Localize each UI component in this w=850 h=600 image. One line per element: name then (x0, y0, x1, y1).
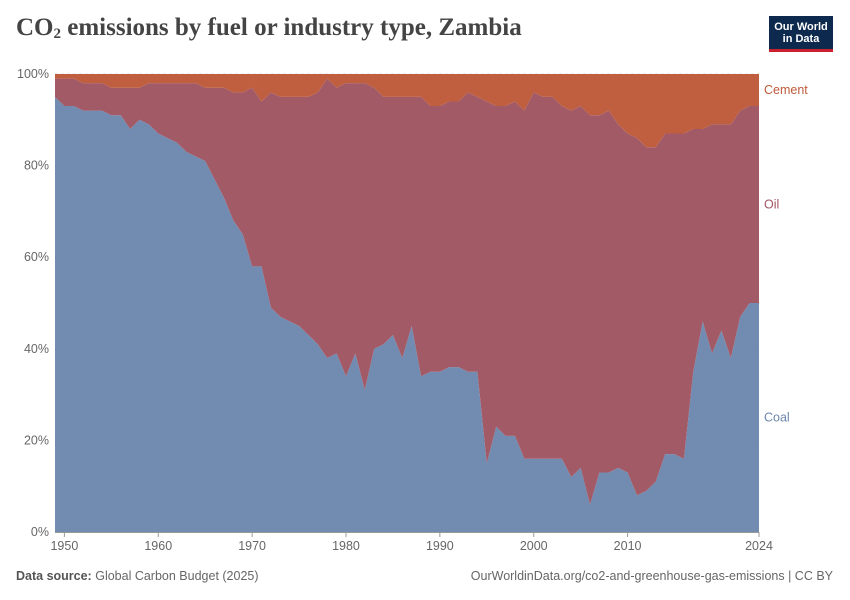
source-url-link[interactable]: OurWorldinData.org/co2-and-greenhouse-ga… (470, 569, 785, 583)
y-tick-label: 0% (31, 525, 49, 539)
area-series-cement[interactable] (55, 74, 759, 148)
source-value: Global Carbon Budget (2025) (95, 569, 259, 583)
license: CC BY (794, 569, 833, 583)
y-tick-label: 80% (24, 159, 49, 173)
logo-line-1: Our World (774, 21, 828, 33)
x-tick-label: 1970 (238, 539, 266, 553)
y-tick-label: 60% (24, 250, 49, 264)
legend-label-coal: Coal (764, 411, 790, 425)
x-tick-label: 1960 (144, 539, 172, 553)
owid-logo[interactable]: Our World in Data (769, 16, 833, 52)
logo-line-2: in Data (782, 33, 820, 45)
title-subscript-2: 2 (53, 26, 62, 42)
title-co: CO (16, 14, 54, 41)
source-label: Data source: (16, 569, 92, 583)
legend-label-oil: Oil (764, 198, 779, 212)
area-series-oil[interactable] (55, 78, 759, 505)
chart-title: CO2 emissions by fuel or industry type, … (16, 14, 522, 43)
y-tick-label: 40% (24, 342, 49, 356)
title-rest: emissions by fuel or industry type, Zamb… (61, 14, 522, 41)
x-tick-label: 2010 (614, 539, 642, 553)
legend-label-cement: Cement (764, 83, 808, 97)
x-tick-label: 2000 (520, 539, 548, 553)
y-tick-label: 20% (24, 433, 49, 447)
x-tick-label: 1990 (426, 539, 454, 553)
x-tick-label: 1950 (50, 539, 78, 553)
footer-credit: OurWorldinData.org/co2-and-greenhouse-ga… (470, 569, 833, 583)
x-tick-label: 1980 (332, 539, 360, 553)
data-source: Data source: Global Carbon Budget (2025) (16, 569, 259, 583)
y-tick-label: 100% (17, 67, 49, 81)
x-tick-label: 2024 (745, 539, 773, 553)
area-series-coal[interactable] (55, 96, 759, 533)
